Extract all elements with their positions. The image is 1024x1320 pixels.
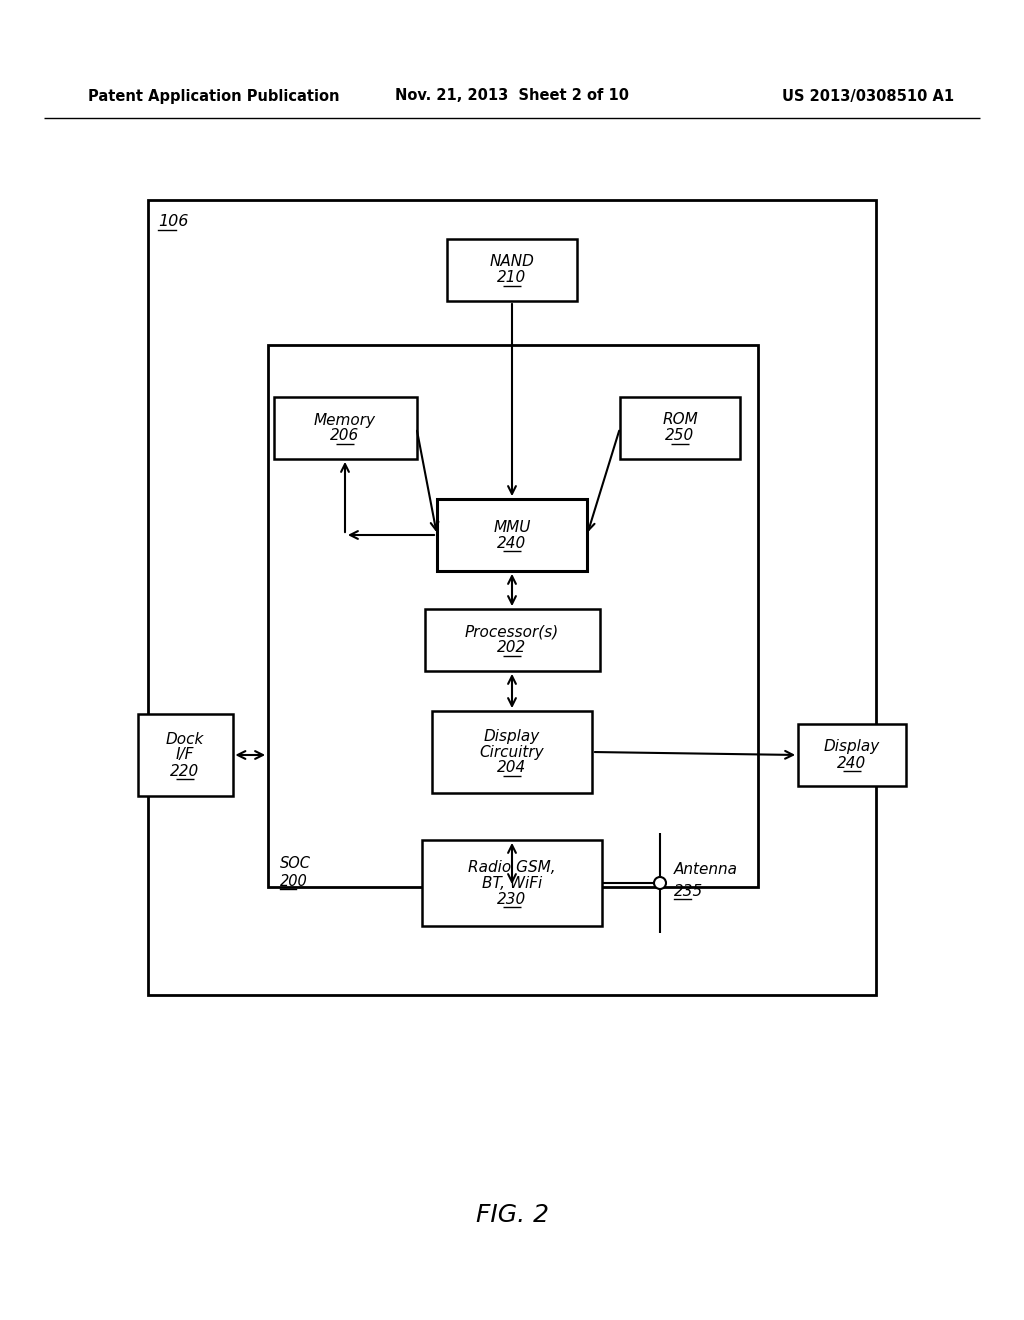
Text: NAND: NAND xyxy=(489,255,535,269)
Bar xyxy=(432,711,592,793)
Text: 202: 202 xyxy=(498,640,526,656)
Text: Patent Application Publication: Patent Application Publication xyxy=(88,88,340,103)
Text: 240: 240 xyxy=(838,755,866,771)
Text: US 2013/0308510 A1: US 2013/0308510 A1 xyxy=(782,88,954,103)
Text: Nov. 21, 2013  Sheet 2 of 10: Nov. 21, 2013 Sheet 2 of 10 xyxy=(395,88,629,103)
Text: 206: 206 xyxy=(331,429,359,444)
Bar xyxy=(798,723,906,785)
Text: 204: 204 xyxy=(498,760,526,776)
Text: 230: 230 xyxy=(498,891,526,907)
Text: Dock: Dock xyxy=(166,731,204,747)
Text: Radio GSM,: Radio GSM, xyxy=(468,859,556,874)
Bar xyxy=(422,840,602,927)
Bar xyxy=(137,714,232,796)
Text: 200: 200 xyxy=(280,874,308,888)
Text: SOC: SOC xyxy=(280,855,311,870)
Text: FIG. 2: FIG. 2 xyxy=(475,1203,549,1228)
Text: Display: Display xyxy=(824,739,880,755)
Bar xyxy=(447,239,577,301)
Text: 240: 240 xyxy=(498,536,526,550)
Text: MMU: MMU xyxy=(494,520,530,535)
Text: 220: 220 xyxy=(170,763,200,779)
Text: Circuitry: Circuitry xyxy=(479,744,545,759)
Text: 210: 210 xyxy=(498,271,526,285)
Text: 106: 106 xyxy=(158,214,188,230)
Text: I/F: I/F xyxy=(176,747,195,763)
Bar xyxy=(425,609,599,671)
Text: 235: 235 xyxy=(674,883,703,899)
Bar xyxy=(620,397,740,459)
Text: 250: 250 xyxy=(666,429,694,444)
Bar xyxy=(148,201,876,995)
Text: Antenna: Antenna xyxy=(674,862,738,876)
Text: Processor(s): Processor(s) xyxy=(465,624,559,639)
Text: Memory: Memory xyxy=(314,412,376,428)
Bar xyxy=(273,397,417,459)
Bar xyxy=(268,345,758,887)
Bar xyxy=(437,499,587,572)
Text: ROM: ROM xyxy=(663,412,698,428)
Text: Display: Display xyxy=(484,729,540,743)
Text: BT, WiFi: BT, WiFi xyxy=(482,875,542,891)
Circle shape xyxy=(654,876,666,888)
